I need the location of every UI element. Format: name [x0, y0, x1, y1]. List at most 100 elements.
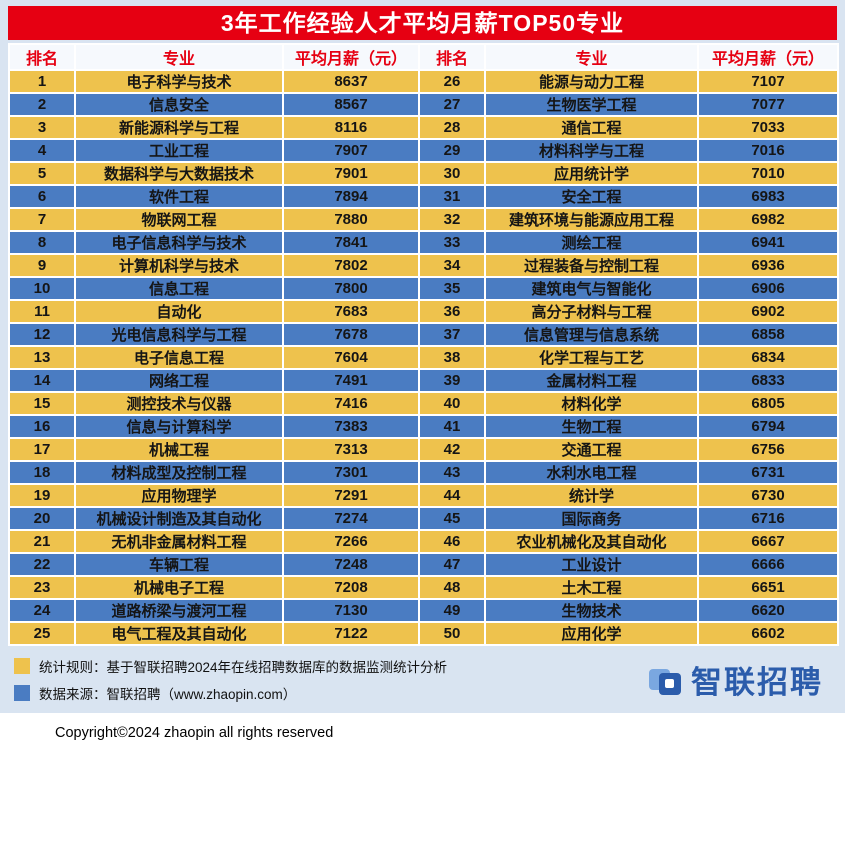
rank-cell: 18	[8, 460, 76, 485]
salary-cell: 7301	[282, 460, 420, 485]
major-cell: 信息管理与信息系统	[484, 322, 699, 347]
salary-cell: 6983	[697, 184, 839, 209]
rank-cell: 30	[418, 161, 486, 186]
major-cell: 应用化学	[484, 621, 699, 646]
major-cell: 水利水电工程	[484, 460, 699, 485]
salary-cell: 6794	[697, 414, 839, 439]
rank-cell: 46	[418, 529, 486, 554]
rank-cell: 9	[8, 253, 76, 278]
major-cell: 电子科学与技术	[74, 69, 284, 94]
salary-cell: 6667	[697, 529, 839, 554]
salary-cell: 6834	[697, 345, 839, 370]
rank-cell: 26	[418, 69, 486, 94]
salary-cell: 7491	[282, 368, 420, 393]
zhaopin-logo-icon	[649, 668, 681, 695]
zhaopin-logo-text: 智联招聘	[691, 665, 823, 700]
header-rank-left: 排名	[8, 43, 76, 71]
header-rank-right: 排名	[418, 43, 486, 71]
salary-cell: 7107	[697, 69, 839, 94]
salary-cell: 7880	[282, 207, 420, 232]
major-cell: 金属材料工程	[484, 368, 699, 393]
rank-cell: 10	[8, 276, 76, 301]
salary-cell: 6902	[697, 299, 839, 324]
salary-cell: 7683	[282, 299, 420, 324]
rank-cell: 34	[418, 253, 486, 278]
note-statistics-rule: 统计规则：基于智联招聘2024年在线招聘数据库的数据监测统计分析	[14, 656, 447, 676]
table-row: 22 车辆工程 7248 47 工业设计 6666	[8, 552, 839, 577]
rank-cell: 44	[418, 483, 486, 508]
major-cell: 工业设计	[484, 552, 699, 577]
zhaopin-logo: 智联招聘	[647, 657, 823, 702]
rank-cell: 50	[418, 621, 486, 646]
salary-cell: 7894	[282, 184, 420, 209]
table-row: 8 电子信息科学与技术 7841 33 测绘工程 6941	[8, 230, 839, 255]
table-row: 18 材料成型及控制工程 7301 43 水利水电工程 6731	[8, 460, 839, 485]
rank-cell: 2	[8, 92, 76, 117]
major-cell: 生物医学工程	[484, 92, 699, 117]
salary-cell: 6833	[697, 368, 839, 393]
rank-cell: 11	[8, 299, 76, 324]
rank-cell: 40	[418, 391, 486, 416]
salary-cell: 8637	[282, 69, 420, 94]
rank-cell: 14	[8, 368, 76, 393]
salary-cell: 7802	[282, 253, 420, 278]
major-cell: 土木工程	[484, 575, 699, 600]
salary-cell: 7901	[282, 161, 420, 186]
table-row: 2 信息安全 8567 27 生物医学工程 7077	[8, 92, 839, 117]
major-cell: 材料化学	[484, 391, 699, 416]
salary-cell: 6858	[697, 322, 839, 347]
salary-cell: 7274	[282, 506, 420, 531]
statistics-rule-text: 统计规则：基于智联招聘2024年在线招聘数据库的数据监测统计分析	[39, 660, 448, 675]
salary-cell: 8116	[282, 115, 420, 140]
salary-cell: 7033	[697, 115, 839, 140]
rank-cell: 8	[8, 230, 76, 255]
major-cell: 建筑电气与智能化	[484, 276, 699, 301]
rank-cell: 31	[418, 184, 486, 209]
major-cell: 测控技术与仪器	[74, 391, 284, 416]
table-row: 25 电气工程及其自动化 7122 50 应用化学 6602	[8, 621, 839, 646]
table-row: 16 信息与计算科学 7383 41 生物工程 6794	[8, 414, 839, 439]
salary-cell: 7266	[282, 529, 420, 554]
salary-cell: 7016	[697, 138, 839, 163]
salary-cell: 6982	[697, 207, 839, 232]
major-cell: 新能源科学与工程	[74, 115, 284, 140]
salary-cell: 6666	[697, 552, 839, 577]
infographic-panel: 3年工作经验人才平均月薪TOP50专业 排名 专业 平均月薪（元） 排名 专业 …	[0, 0, 845, 713]
header-major-right: 专业	[484, 43, 699, 71]
salary-cell: 7010	[697, 161, 839, 186]
yellow-square-icon	[14, 658, 30, 674]
table-body: 1 电子科学与技术 8637 26 能源与动力工程 7107 2 信息安全 8567 27 生物医学…	[8, 69, 839, 646]
salary-cell: 7800	[282, 276, 420, 301]
rank-cell: 45	[418, 506, 486, 531]
rank-cell: 5	[8, 161, 76, 186]
table-row: 7 物联网工程 7880 32 建筑环境与能源应用工程 6982	[8, 207, 839, 232]
rank-cell: 23	[8, 575, 76, 600]
major-cell: 建筑环境与能源应用工程	[484, 207, 699, 232]
salary-cell: 6906	[697, 276, 839, 301]
rank-cell: 37	[418, 322, 486, 347]
major-cell: 信息与计算科学	[74, 414, 284, 439]
rank-cell: 48	[418, 575, 486, 600]
salary-cell: 7383	[282, 414, 420, 439]
major-cell: 统计学	[484, 483, 699, 508]
table-row: 3 新能源科学与工程 8116 28 通信工程 7033	[8, 115, 839, 140]
footer: 统计规则：基于智联招聘2024年在线招聘数据库的数据监测统计分析 数据来源：智联…	[8, 646, 837, 705]
major-cell: 光电信息科学与工程	[74, 322, 284, 347]
salary-table: 排名 专业 平均月薪（元） 排名 专业 平均月薪（元） 1 电子科学与技术 8637…	[8, 43, 839, 646]
copyright-text: Copyright©2024 zhaopin all rights reserv…	[0, 713, 845, 741]
table-row: 21 无机非金属材料工程 7266 46 农业机械化及其自动化 6667	[8, 529, 839, 554]
rank-cell: 43	[418, 460, 486, 485]
data-source-text: 数据来源：智联招聘（www.zhaopin.com）	[39, 687, 297, 702]
major-cell: 信息工程	[74, 276, 284, 301]
table-row: 5 数据科学与大数据技术 7901 30 应用统计学 7010	[8, 161, 839, 186]
rank-cell: 22	[8, 552, 76, 577]
major-cell: 机械设计制造及其自动化	[74, 506, 284, 531]
rank-cell: 24	[8, 598, 76, 623]
major-cell: 道路桥梁与渡河工程	[74, 598, 284, 623]
salary-cell: 7122	[282, 621, 420, 646]
salary-cell: 7604	[282, 345, 420, 370]
page-title: 3年工作经验人才平均月薪TOP50专业	[8, 6, 837, 40]
salary-cell: 7313	[282, 437, 420, 462]
major-cell: 测绘工程	[484, 230, 699, 255]
salary-cell: 7248	[282, 552, 420, 577]
